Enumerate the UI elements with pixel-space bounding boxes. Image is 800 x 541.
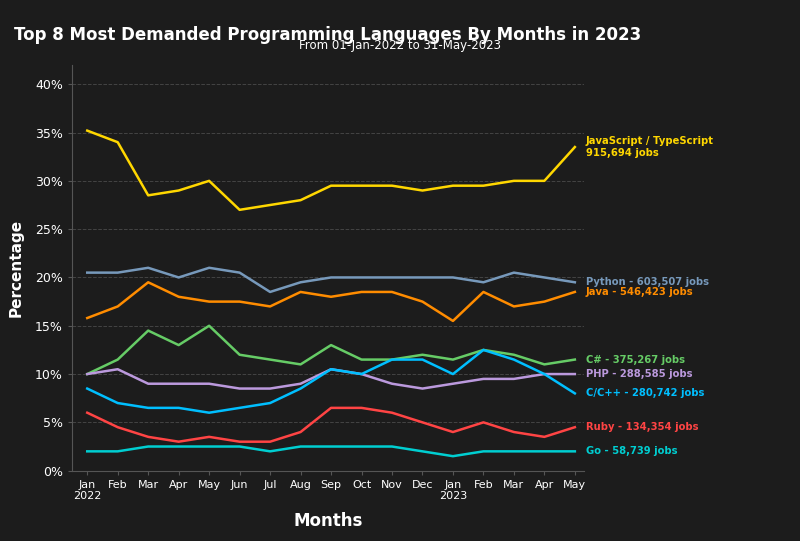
Text: Go - 58,739 jobs: Go - 58,739 jobs: [586, 446, 677, 457]
X-axis label: Months: Months: [294, 512, 362, 530]
Text: Ruby - 134,354 jobs: Ruby - 134,354 jobs: [586, 422, 698, 432]
Text: PHP - 288,585 jobs: PHP - 288,585 jobs: [586, 369, 692, 379]
Text: From 01-Jan-2022 to 31-May-2023: From 01-Jan-2022 to 31-May-2023: [299, 39, 501, 52]
Text: JavaScript / TypeScript
915,694 jobs: JavaScript / TypeScript 915,694 jobs: [586, 136, 714, 158]
Y-axis label: Percentage: Percentage: [9, 219, 24, 317]
Text: C# - 375,267 jobs: C# - 375,267 jobs: [586, 354, 685, 365]
Title: Top 8 Most Demanded Programming Languages By Months in 2023: Top 8 Most Demanded Programming Language…: [14, 26, 642, 44]
Text: Python - 603,507 jobs: Python - 603,507 jobs: [586, 278, 709, 287]
Text: Java - 546,423 jobs: Java - 546,423 jobs: [586, 287, 693, 297]
Text: C/C++ - 280,742 jobs: C/C++ - 280,742 jobs: [586, 388, 704, 398]
